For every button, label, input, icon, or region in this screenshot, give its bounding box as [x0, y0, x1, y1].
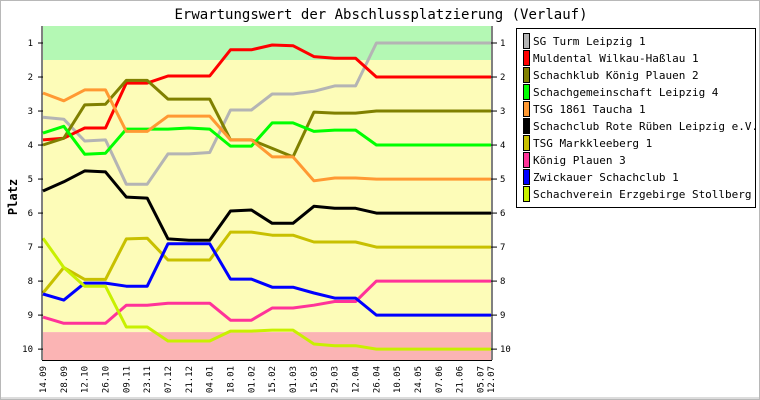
x-tick-label: 28.09 [60, 366, 70, 393]
series-line-1 [42, 43, 491, 142]
x-tick-label: 14.09 [39, 366, 49, 393]
series-line-8 [42, 242, 491, 317]
y-tick-label-left: 1 [28, 39, 33, 49]
x-tick-label: 07.12 [164, 366, 174, 393]
y-tick-label-right: 4 [500, 141, 505, 151]
series-line-0 [42, 41, 491, 186]
y-tick-label-left: 4 [28, 141, 33, 151]
legend-box [516, 28, 756, 208]
legend-label: Schachclub Rote Rüben Leipzig e.V. 1 [533, 120, 760, 133]
x-tick-label: 15.03 [310, 366, 320, 393]
x-tick-label: 26.10 [102, 366, 112, 393]
y-tick-label-right: 2 [500, 73, 505, 83]
x-tick-label: 24.05 [414, 366, 424, 393]
series-line-9 [41, 237, 491, 351]
y-tick-label-left: 10 [22, 345, 33, 355]
legend-swatch [523, 33, 530, 49]
x-tick-label: 01.02 [247, 366, 257, 393]
y-tick-label-right: 5 [500, 175, 505, 185]
y-tick-label-left: 7 [28, 243, 33, 253]
legend-label: Zwickauer Schachclub 1 [533, 171, 679, 184]
legend-swatch [523, 84, 530, 100]
x-tick-label: 29.03 [331, 366, 341, 393]
legend-label: Schachverein Erzgebirge Stollberg 1 [533, 188, 760, 201]
legend-label: König Plauen 3 [533, 154, 626, 167]
x-tick-label: 21.12 [185, 366, 195, 393]
y-tick-label-right: 7 [500, 243, 505, 253]
series-line-4 [42, 88, 491, 183]
y-tick-label-right: 8 [500, 277, 505, 287]
y-tick-label-left: 6 [28, 209, 33, 219]
x-tick-label: 05.07 [477, 366, 487, 393]
legend-label: Schachgemeinschaft Leipzig 4 [533, 86, 719, 99]
x-tick-label: 04.01 [206, 366, 216, 393]
x-tick-label: 26.04 [372, 366, 382, 393]
chart-title: Erwartungswert der Abschlussplatzierung … [174, 7, 587, 23]
x-tick-label: 12.04 [352, 366, 362, 393]
series-line-6 [41, 230, 491, 294]
x-tick-label: 23.11 [143, 366, 153, 393]
legend-label: Schachklub König Plauen 2 [533, 69, 699, 82]
y-tick-label-right: 9 [500, 311, 505, 321]
x-tick-label: 21.06 [456, 366, 466, 393]
x-tick-label: 15.02 [268, 366, 278, 393]
legend-label: Muldental Wilkau-Haßlau 1 [533, 52, 699, 65]
y-tick-label-right: 1 [500, 39, 505, 49]
legend-swatch [523, 101, 530, 117]
legend-swatch [523, 169, 530, 185]
legend-swatch [523, 186, 530, 202]
legend-swatch [523, 152, 530, 168]
x-tick-label: 01.03 [289, 366, 299, 393]
x-tick-label: 07.06 [435, 366, 445, 393]
x-tick-label: 09.11 [122, 366, 132, 393]
y-tick-label-left: 8 [28, 277, 33, 287]
legend-label: SG Turm Leipzig 1 [533, 35, 646, 48]
legend-swatch [523, 135, 530, 151]
legend-swatch [523, 118, 530, 134]
legend-label: TSG Markkleeberg 1 [533, 137, 652, 150]
y-axis-label: Platz [6, 179, 20, 215]
x-tick-label: 18.01 [227, 366, 237, 393]
y-tick-label-left: 9 [28, 311, 33, 321]
x-tick-label: 12.10 [81, 366, 91, 393]
y-tick-label-right: 6 [500, 209, 505, 219]
y-tick-label-right: 10 [500, 345, 511, 355]
y-tick-label-left: 2 [28, 73, 33, 83]
y-tick-label-left: 5 [28, 175, 33, 185]
x-tick-label: 10.05 [393, 366, 403, 393]
legend-swatch [523, 67, 530, 83]
y-tick-label-left: 3 [28, 107, 33, 117]
y-tick-label-right: 3 [500, 107, 505, 117]
legend-label: TSG 1861 Taucha 1 [533, 103, 646, 116]
zone-band-2 [43, 332, 491, 360]
legend-swatch [523, 50, 530, 66]
series-line-2 [42, 78, 491, 159]
series-line-5 [42, 169, 491, 242]
series-line-3 [42, 121, 491, 156]
x-tick-label: 12.07 [487, 366, 497, 393]
